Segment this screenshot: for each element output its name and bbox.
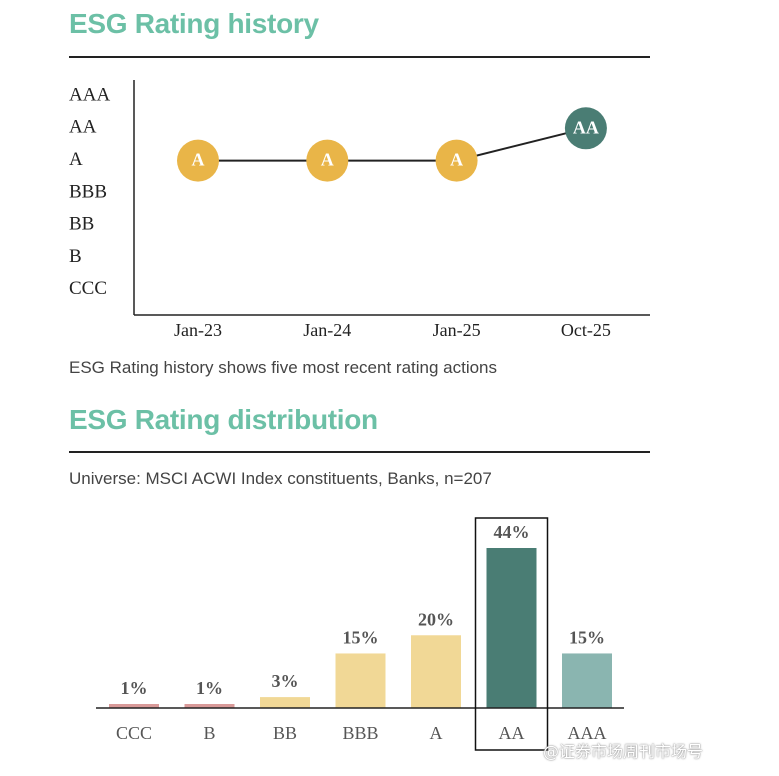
distribution-bar-ccc bbox=[109, 704, 159, 708]
history-point-label-jan-24: A bbox=[321, 150, 334, 170]
watermark: @证券市场周刊市场号 bbox=[543, 742, 704, 761]
history-y-tick-aa: AA bbox=[69, 117, 97, 138]
distribution-x-tick-bb: BB bbox=[273, 723, 297, 743]
distribution-x-tick-b: B bbox=[203, 723, 215, 743]
distribution-bar-bb bbox=[260, 697, 310, 708]
history-x-tick-jan-25: Jan-25 bbox=[433, 320, 481, 340]
distribution-x-tick-bbb: BBB bbox=[342, 723, 378, 743]
distribution-value-aa: 44% bbox=[494, 522, 530, 542]
distribution-value-a: 20% bbox=[418, 609, 454, 629]
distribution-universe: Universe: MSCI ACWI Index constituents, … bbox=[69, 469, 492, 488]
history-caption: ESG Rating history shows five most recen… bbox=[69, 358, 498, 377]
distribution-value-ccc: 1% bbox=[121, 678, 148, 698]
distribution-bar-a bbox=[411, 635, 461, 708]
distribution-bar-bbb bbox=[335, 653, 386, 708]
distribution-bar-aa bbox=[486, 548, 537, 708]
history-point-jan-23 bbox=[177, 139, 219, 182]
history-point-oct-25 bbox=[564, 107, 607, 150]
distribution-title-rule bbox=[69, 451, 650, 453]
history-point-label-jan-25: A bbox=[450, 150, 463, 170]
history-title: ESG Rating history bbox=[69, 8, 319, 39]
distribution-value-bbb: 15% bbox=[343, 627, 379, 647]
distribution-x-tick-aaa: AAA bbox=[568, 723, 607, 743]
distribution-title: ESG Rating distribution bbox=[69, 404, 378, 435]
history-y-tick-aaa: AAA bbox=[69, 84, 110, 105]
history-x-tick-oct-25: Oct-25 bbox=[561, 320, 611, 340]
distribution-highlight-box bbox=[474, 517, 549, 751]
history-y-tick-bbb: BBB bbox=[69, 181, 107, 202]
history-point-label-oct-25: AA bbox=[573, 117, 599, 137]
distribution-x-tick-ccc: CCC bbox=[116, 723, 152, 743]
history-point-label-jan-23: A bbox=[192, 150, 205, 170]
distribution-x-tick-aa: AA bbox=[499, 723, 525, 743]
distribution-value-bb: 3% bbox=[272, 671, 299, 691]
history-y-tick-a: A bbox=[69, 149, 83, 170]
history-x-tick-jan-24: Jan-24 bbox=[303, 320, 351, 340]
distribution-value-b: 1% bbox=[196, 678, 223, 698]
history-title-rule bbox=[69, 56, 650, 58]
history-point-jan-24 bbox=[306, 139, 349, 182]
history-rating-line bbox=[198, 127, 587, 162]
history-x-tick-jan-23: Jan-23 bbox=[174, 320, 222, 340]
history-y-tick-b: B bbox=[69, 246, 82, 267]
distribution-bar-b bbox=[184, 704, 235, 708]
history-point-jan-25 bbox=[435, 139, 478, 182]
history-y-tick-ccc: CCC bbox=[69, 278, 107, 299]
history-y-tick-bb: BB bbox=[69, 214, 94, 235]
distribution-value-aaa: 15% bbox=[569, 627, 605, 647]
distribution-x-tick-a: A bbox=[430, 723, 443, 743]
distribution-bar-aaa bbox=[562, 653, 612, 708]
